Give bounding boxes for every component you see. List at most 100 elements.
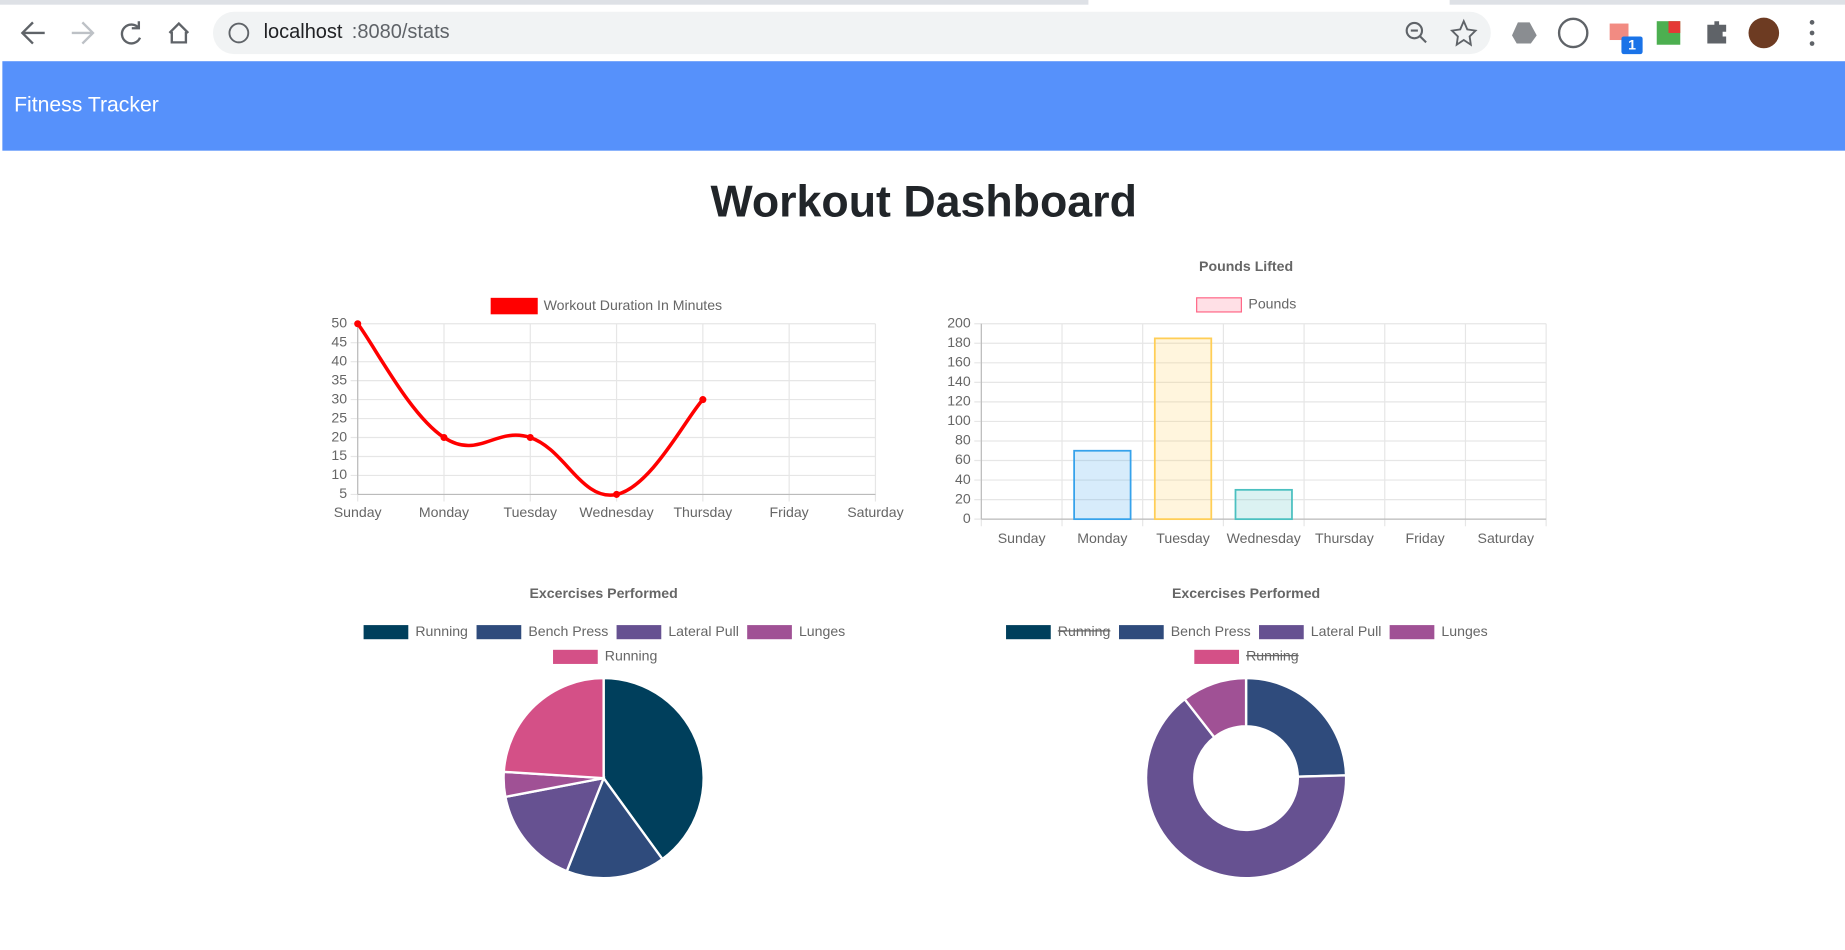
legend-label: Lunges [1441,623,1487,639]
x-tick-label: Friday [770,504,810,520]
legend-swatch [747,625,792,640]
legend-label: Pounds [1248,296,1296,312]
x-tick-label: Monday [1077,530,1128,546]
bookmark-star[interactable] [1449,18,1478,47]
y-tick-label: 30 [331,390,347,406]
x-tick-label: Saturday [847,504,904,520]
legend-label: Bench Press [1171,623,1251,639]
legend-label: Workout Duration In Minutes [544,297,723,313]
legend-swatch [1259,625,1304,640]
y-tick-label: 10 [331,466,347,482]
drive-extension[interactable] [1512,22,1537,44]
y-tick-label: 45 [331,333,347,349]
zoom-icon[interactable] [1405,21,1424,40]
y-tick-label: 140 [947,373,971,389]
chart-title: Pounds Lifted [1199,258,1293,274]
legend-swatch [616,625,662,640]
legend-swatch [1119,625,1164,640]
x-tick-label: Sunday [334,504,383,520]
x-tick-label: Monday [419,504,470,520]
tab-strip [0,0,1089,5]
extensions-menu[interactable] [1707,21,1727,44]
data-point [526,433,534,442]
x-tick-label: Wednesday [1227,530,1302,546]
tab-strip [1449,0,1845,5]
legend-swatch [490,297,538,315]
site-info-icon[interactable] [228,22,250,44]
x-tick-label: Saturday [1478,530,1535,546]
legend-label: Lunges [799,623,845,639]
pie-slice [1244,676,1348,778]
chart-title: Excercises Performed [1172,585,1320,601]
x-tick-label: Tuesday [1156,530,1211,546]
navbar-brand[interactable]: Fitness Tracker [14,94,159,117]
x-tick-label: Tuesday [503,504,558,520]
back-button[interactable] [20,21,45,45]
bar [1153,337,1213,521]
y-tick-label: 20 [331,428,347,444]
x-tick-label: Sunday [998,530,1047,546]
url-path: :8080/stats [352,21,450,43]
browser-menu[interactable] [1809,20,1815,25]
pie-slice [502,676,605,780]
pie-slice [1182,676,1248,739]
y-tick-label: 180 [947,334,971,350]
extension-icon[interactable] [1609,23,1629,41]
y-tick-label: 0 [963,510,971,526]
legend-swatch [1006,625,1051,640]
y-tick-label: 200 [947,314,971,330]
browser-menu-dot [1809,41,1815,46]
legend-swatch [1196,297,1242,313]
charts: 5 10 15 20 25 30 35 40 45 50 Sunday Monday Tuesday We… [331,258,1547,880]
y-tick-label: 80 [955,432,971,448]
x-tick-label: Wednesday [579,504,654,520]
forward-button[interactable] [71,21,95,45]
extension-icon-part [1668,21,1681,33]
y-tick-label: 40 [331,352,347,368]
x-tick-label: Thursday [1315,530,1375,546]
y-tick-label: 35 [331,371,347,387]
y-tick-label: 25 [331,409,347,425]
profile-avatar[interactable] [1748,17,1780,49]
x-tick-label: Thursday [673,504,733,520]
extension-badge-count: 1 [1628,37,1636,53]
legend-label: Lateral Pull [1311,623,1382,639]
x-tick-label: Friday [1406,530,1446,546]
legend-swatch [1194,649,1240,664]
y-tick-label: 100 [947,412,971,428]
zoom-icon-handle [1410,29,1427,44]
legend-swatch [553,649,598,664]
page-heading: Workout Dashboard [710,178,1136,227]
legend-swatch [476,625,522,640]
navbar [2,61,1845,151]
reload-button[interactable] [120,21,142,45]
y-tick-label: 160 [947,354,971,370]
legend-label: Running [415,623,468,639]
address-bar[interactable] [212,11,1491,55]
y-tick-label: 60 [955,451,971,467]
home-button[interactable] [168,21,190,44]
legend-label: Lateral Pull [668,623,739,639]
pie-slice [602,676,705,861]
legend-swatch [363,625,409,640]
legend-label: Bench Press [528,623,608,639]
legend-swatch [1389,625,1435,640]
data-point [699,396,707,404]
data-point [354,320,362,328]
data-point [613,490,621,498]
bar [1234,488,1293,521]
extension-badge [1621,36,1643,55]
y-tick-label: 5 [339,485,347,501]
legend-label: Running [605,648,658,664]
y-tick-label: 40 [955,471,971,487]
url-host: localhost [264,21,343,43]
data-point [440,433,448,442]
bar [1073,449,1132,521]
extension-icon[interactable] [1557,17,1589,49]
y-tick-label: 50 [331,314,347,330]
chart-title: Excercises Performed [530,585,678,601]
y-tick-label: 120 [947,393,971,409]
browser-menu-dot [1809,30,1815,36]
